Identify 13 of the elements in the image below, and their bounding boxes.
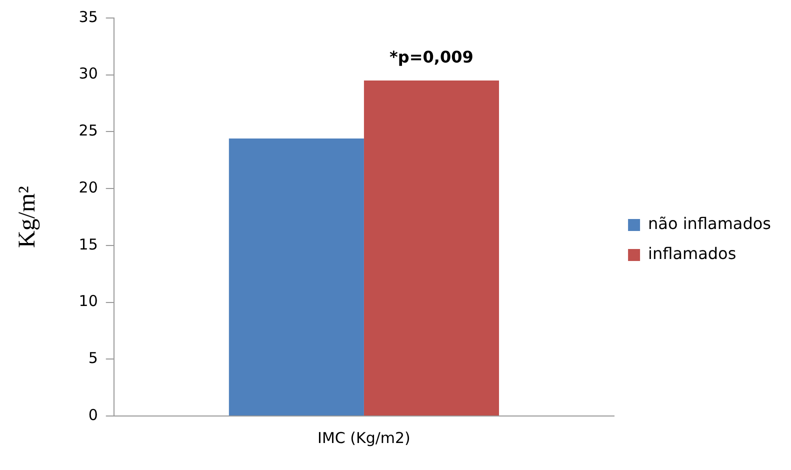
legend-label: inflamados [648,244,736,264]
annotation: *p=0,009 [390,48,474,67]
y-tick-label: 15 [78,235,98,254]
legend-label: não inflamados [648,214,772,234]
y-tick-label: 25 [78,122,98,140]
y-axis-title: Kg/m² [14,186,41,248]
x-tick-label: IMC (Kg/m2) [318,428,410,447]
y-tick-label: 30 [78,64,98,83]
y-tick-label: 5 [88,349,98,368]
y-tick-label: 20 [78,178,98,196]
y-tick-label: 10 [78,292,98,310]
y-tick-label: 0 [88,406,98,424]
y-tick-label: 35 [78,8,98,26]
